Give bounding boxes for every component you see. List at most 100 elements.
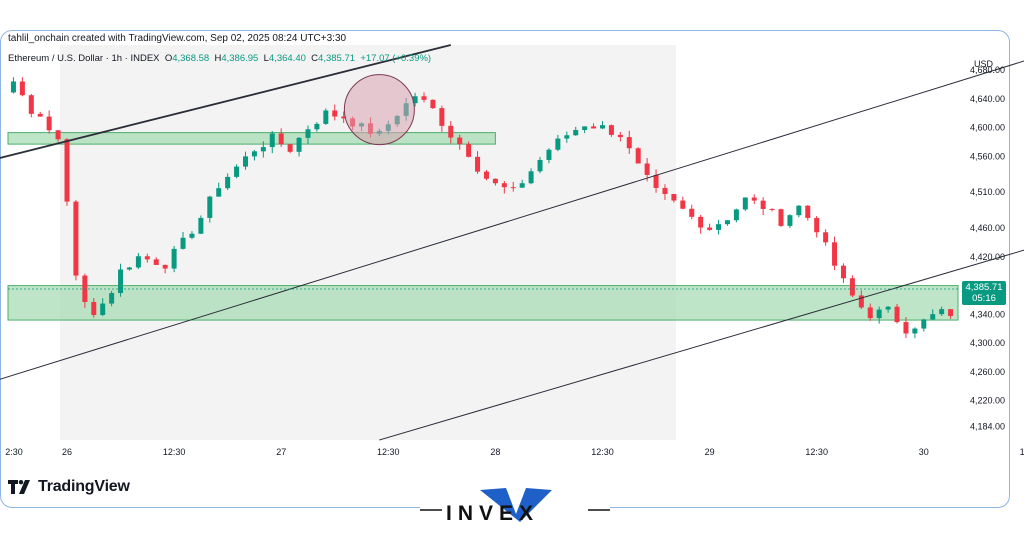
candle-body (37, 113, 43, 117)
invex-chevron-icon (420, 488, 610, 522)
candle (600, 121, 605, 130)
close-value: 4,385.71 (318, 53, 356, 64)
candle-body (287, 144, 293, 152)
candle (475, 151, 481, 174)
candle-body (903, 322, 909, 334)
y-tick-label: 4,184.00 (970, 421, 1005, 431)
candle-body (278, 133, 284, 145)
open-value: 4,368.58 (172, 53, 210, 64)
high-value: 4,386.95 (221, 53, 259, 64)
candle-body (135, 256, 141, 268)
candle (73, 200, 79, 281)
candle-body (430, 99, 436, 109)
candle (10, 77, 16, 94)
candle (305, 125, 311, 145)
candle-body (475, 156, 481, 172)
candle-body (948, 309, 954, 316)
candle (109, 290, 115, 307)
candle (153, 257, 159, 266)
ohlc-header: Ethereum / U.S. Dollar · 1h · INDEX O4,3… (8, 53, 431, 64)
candle-body (216, 188, 222, 197)
low-label: L (263, 53, 269, 64)
candle (457, 134, 463, 150)
y-tick-label: 4,560.00 (970, 151, 1005, 161)
candle (37, 111, 43, 117)
candle (930, 309, 936, 320)
x-tick-label: 2:30 (5, 447, 23, 457)
candle-body (591, 126, 597, 129)
candle-body (46, 116, 52, 131)
close-label: C (311, 53, 319, 64)
candle-body (573, 129, 579, 136)
candle-body (921, 319, 927, 329)
candle-body (314, 123, 320, 130)
candle (805, 205, 811, 221)
candle (421, 92, 427, 103)
zones (7, 132, 959, 321)
candle-body (251, 151, 257, 157)
candle (716, 219, 722, 235)
y-tick-label: 4,680.00 (970, 65, 1005, 75)
candle (778, 208, 784, 227)
candle (760, 197, 766, 216)
candle-body (751, 197, 757, 201)
candle (698, 214, 704, 234)
candle-body (635, 148, 641, 164)
candle-body (653, 174, 659, 188)
candle-body (198, 217, 204, 234)
candle (939, 306, 945, 316)
candle-body (564, 135, 570, 139)
candle-body (894, 306, 900, 323)
candle-body (930, 314, 936, 320)
candle-body (260, 147, 266, 152)
candle-body (582, 126, 588, 130)
candle-body (939, 309, 945, 315)
candle (546, 148, 552, 164)
candle-body (162, 264, 168, 269)
candle-body (519, 183, 525, 188)
candle-body (412, 96, 418, 104)
circle-high (343, 74, 415, 146)
candle-body (671, 193, 677, 201)
candle-body (840, 265, 846, 279)
candle-body (492, 178, 498, 184)
candle (466, 141, 472, 158)
candle-body (849, 278, 855, 296)
candle-body (323, 110, 329, 124)
candle (528, 168, 534, 185)
candle (323, 108, 329, 125)
channel-mid (0, 60, 1024, 380)
candle-body (153, 259, 159, 265)
candle (724, 220, 730, 226)
candle (903, 317, 909, 338)
candle (216, 182, 222, 197)
candle (948, 309, 954, 319)
y-tick-label: 4,640.00 (970, 94, 1005, 104)
candle (269, 131, 275, 154)
candle-body (55, 130, 61, 140)
candle-body (912, 328, 918, 334)
tradingview-logo[interactable]: TradingView (8, 478, 130, 496)
candle (135, 253, 141, 270)
y-tick-label: 4,420.00 (970, 252, 1005, 262)
candle (207, 195, 213, 223)
candle (537, 156, 543, 174)
candle-body (225, 176, 231, 189)
candle-body (439, 108, 445, 126)
candle-body (171, 248, 177, 269)
currency-label: USD (974, 59, 994, 69)
candle (564, 131, 570, 143)
candle (787, 214, 793, 229)
candle (162, 264, 168, 274)
candle-body (724, 220, 730, 225)
low-value: 4,364.40 (268, 53, 306, 64)
candle-body (305, 129, 311, 138)
candle-body (100, 303, 106, 315)
high-label: H (214, 53, 222, 64)
candle (198, 215, 204, 234)
x-tick-label: 30 (919, 447, 929, 457)
candle (28, 93, 34, 118)
symbol-name[interactable]: Ethereum / U.S. Dollar · 1h · INDEX (8, 53, 160, 64)
candle (707, 223, 713, 231)
